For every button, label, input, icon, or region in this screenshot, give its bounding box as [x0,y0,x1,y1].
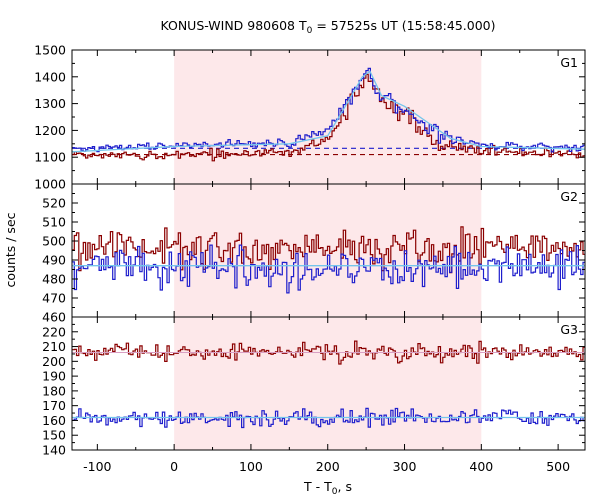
y-tick-label: 480 [42,272,66,287]
panel-g2: 460 470 480 490 500 510 520 G2 [42,183,586,325]
panel-g1-content [72,67,585,162]
x-tick-label: 200 [316,459,340,474]
panel-label-g1: G1 [560,55,578,70]
y-tick-label: 220 [42,324,66,339]
panel-g1: 1000 1100 1200 1300 1400 1500 G1 [34,43,586,192]
panels-group: 100011001200130014001500G146047048049050… [34,43,586,474]
y-tick-label: 520 [42,196,66,211]
y-tick-label: 190 [42,369,66,384]
y-tick-label: 180 [42,383,66,398]
y-tick-label: 1400 [34,69,66,84]
panel-label-g2: G2 [560,189,578,204]
y-tick-label: 470 [42,291,66,306]
series-red-g2 [72,226,585,274]
panel-g2-content [72,226,585,294]
y-tick-label: 210 [42,339,66,354]
y-axis-label: counts / sec [3,212,18,287]
y-tick-label: 1500 [34,43,66,58]
y-tick-label: 1200 [34,123,66,138]
y-tick-label: 500 [42,234,66,249]
y-tick-label: 150 [42,428,66,443]
x-tick-label: 100 [239,459,263,474]
x-tick-label: 400 [469,459,493,474]
y-tick-label: 140 [42,443,66,458]
y-tick-label: 160 [42,413,66,428]
y-tick-label: 510 [42,215,66,230]
x-axis-label: T - T0, s [303,479,352,497]
y-tick-label: 460 [42,310,66,325]
panel-label-g3: G3 [560,322,578,337]
x-tick-label: -100 [83,459,111,474]
y-tick-label: 1100 [34,150,66,165]
x-tick-label: 300 [393,459,417,474]
x-tick-label: 0 [170,459,178,474]
y-tick-label: 1300 [34,96,66,111]
y-tick-label: 170 [42,398,66,413]
chart-title: KONUS-WIND 980608 T0 = 57525s UT (15:58:… [160,18,495,36]
panel-g3-content [72,340,585,429]
y-tick-label: 1000 [34,177,66,192]
series-blue-g2 [72,244,585,294]
fit-line-g1 [72,70,585,153]
y-tick-label: 490 [42,253,66,268]
x-tick-label: 500 [546,459,570,474]
series-red-g1 [72,73,585,162]
y-tick-label: 200 [42,354,66,369]
